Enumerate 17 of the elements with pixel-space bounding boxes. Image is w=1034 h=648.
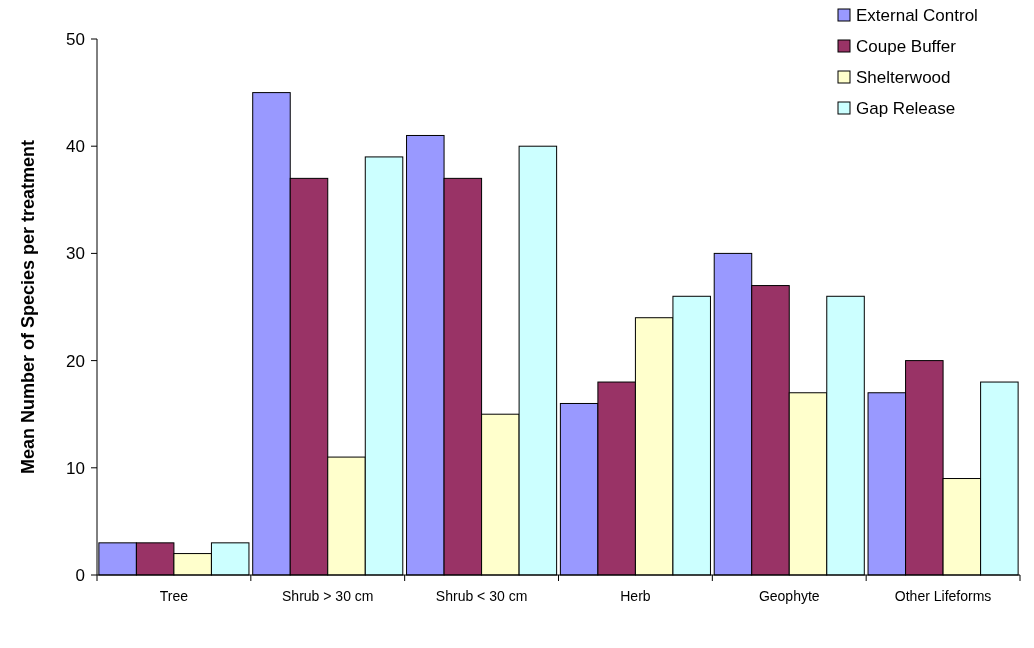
y-tick-label: 0: [75, 565, 85, 585]
x-tick-label: Shrub > 30 cm: [282, 588, 374, 604]
y-tick-label: 10: [66, 458, 85, 478]
legend-label: Gap Release: [856, 98, 956, 118]
y-tick-label: 30: [66, 244, 85, 264]
x-tick-label: Herb: [620, 588, 651, 604]
y-tick-label: 50: [66, 29, 85, 49]
x-tick-label: Other Lifeforms: [894, 588, 992, 604]
y-axis-title: Mean Number of Species per treatment: [18, 139, 38, 475]
y-tick-label: 20: [66, 351, 85, 371]
legend-label: Coupe Buffer: [856, 36, 957, 56]
legend-label: External Control: [856, 5, 978, 25]
x-tick-label: Tree: [159, 588, 189, 604]
y-tick-label: 40: [66, 137, 85, 157]
x-tick-label: Geophyte: [758, 588, 820, 604]
x-tick-label: Shrub < 30 cm: [435, 588, 528, 604]
legend-label: Shelterwood: [856, 67, 951, 87]
